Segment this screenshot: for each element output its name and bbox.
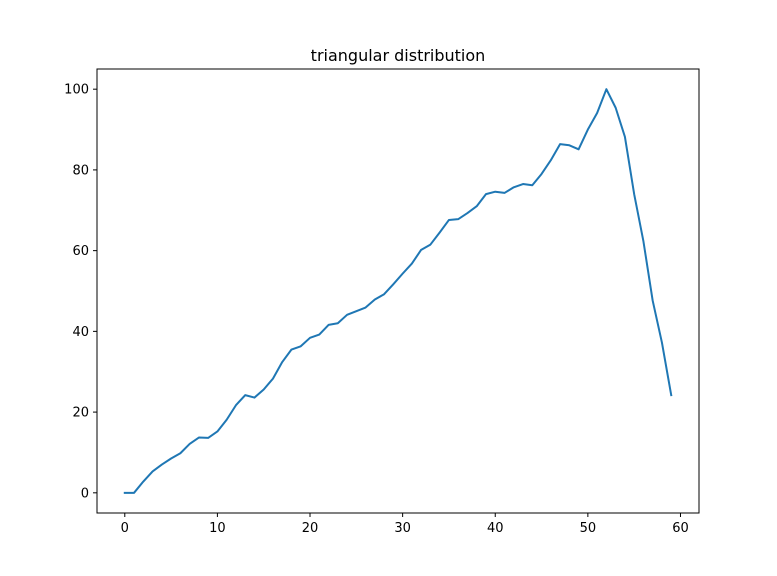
y-tick-label: 80 — [72, 163, 89, 178]
x-tick-label: 50 — [580, 521, 597, 536]
x-tick-label: 0 — [121, 521, 129, 536]
y-tick-label: 100 — [64, 83, 89, 98]
series-layer — [123, 88, 673, 494]
x-tick-label: 10 — [209, 521, 226, 536]
y-axis-ticks: 0 20 40 60 80 100 — [64, 83, 97, 501]
x-tick-label: 30 — [394, 521, 411, 536]
y-tick-label: 0 — [81, 486, 89, 501]
y-tick-label: 20 — [72, 406, 89, 421]
y-tick-label: 40 — [72, 325, 89, 340]
x-tick-label: 20 — [302, 521, 319, 536]
y-tick-label: 60 — [72, 244, 89, 259]
chart-title: triangular distribution — [311, 46, 486, 65]
series-line-0 — [123, 88, 673, 494]
x-tick-label: 40 — [487, 521, 504, 536]
plot-area-frame — [96, 68, 700, 514]
x-tick-label: 60 — [672, 521, 689, 536]
x-axis-ticks: 0 10 20 30 40 50 60 — [121, 513, 689, 536]
